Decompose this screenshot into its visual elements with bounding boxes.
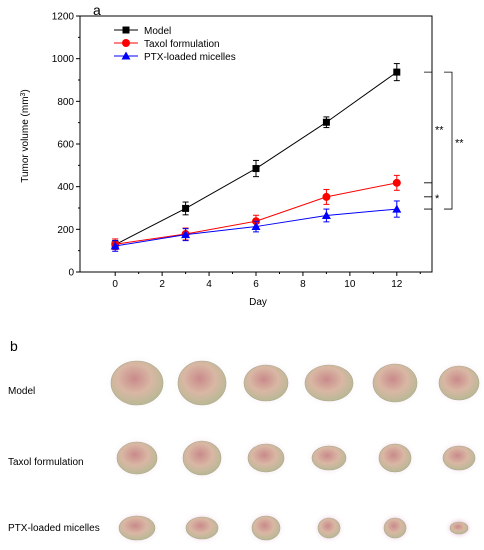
- panel-b-label: b: [10, 338, 18, 354]
- y-tick-label: 200: [57, 225, 74, 236]
- y-tick-label: 800: [57, 97, 74, 108]
- x-tick-label: 8: [300, 279, 306, 290]
- x-tick-label: 4: [206, 279, 212, 290]
- significance-label: **: [455, 138, 464, 150]
- tumor-photo: [383, 517, 407, 539]
- series-model-point: [322, 118, 330, 126]
- series-taxol-formulation-point: [392, 178, 401, 187]
- series-ptx-loaded-micelles-legend-label: PTX-loaded micelles: [144, 52, 236, 63]
- row-label-taxol: Taxol formulation: [8, 457, 84, 468]
- x-tick-label: 2: [159, 279, 165, 290]
- tumor-photo: [317, 517, 341, 539]
- y-tick-label: 600: [57, 140, 74, 151]
- y-axis-label-superscript: 3: [20, 92, 27, 96]
- tumor-photo: [116, 441, 158, 475]
- x-tick-label: 10: [344, 279, 356, 290]
- tumor-photo-panel: [105, 355, 484, 546]
- tumor-photo: [304, 364, 354, 402]
- x-tick-label: 0: [112, 279, 118, 290]
- series-ptx-loaded-micelles-point: [251, 222, 261, 231]
- y-tick-label: 1000: [52, 54, 75, 65]
- significance-label: **: [435, 124, 444, 136]
- series-taxol-formulation-legend-label: Taxol formulation: [144, 39, 220, 50]
- tumor-photo: [438, 365, 480, 401]
- tumor-photo: [118, 515, 156, 541]
- tumor-photo: [182, 440, 222, 476]
- y-tick-label: 400: [57, 182, 74, 193]
- series-ptx-loaded-micelles-point: [110, 241, 120, 250]
- tumor-photo: [177, 360, 227, 406]
- tumor-photo: [251, 515, 281, 541]
- y-tick-label: 0: [68, 268, 74, 279]
- panel-a-label: a: [93, 2, 101, 18]
- series-taxol-formulation-point: [322, 192, 331, 201]
- tumor-photo: [110, 360, 164, 406]
- series-model-legend-marker: [122, 26, 130, 34]
- series-model-point: [393, 68, 401, 76]
- significance-bracket: [424, 71, 433, 184]
- row-label-model: Model: [8, 386, 36, 397]
- row-label-micelles: PTX-loaded micelles: [8, 523, 100, 534]
- series-model-legend-label: Model: [144, 26, 171, 37]
- series-ptx-loaded-micelles-point: [392, 204, 402, 213]
- significance-bracket: [424, 196, 433, 210]
- tumor-photo: [247, 443, 285, 473]
- tumor-photo: [311, 445, 347, 471]
- tumor-volume-chart: Tumor volume (mm3) Day 0 200 400 600 800 1000…: [20, 12, 465, 309]
- x-axis-label: Day: [249, 297, 267, 308]
- y-axis-label-text: Tumor volume (mm: [20, 96, 31, 182]
- tumor-photo: [442, 445, 476, 471]
- significance-label: *: [435, 193, 440, 205]
- y-axis-label-close: ): [20, 89, 31, 92]
- plot-frame: [79, 15, 433, 273]
- series-ptx-loaded-micelles-point: [321, 210, 331, 219]
- series-model-point: [252, 165, 260, 173]
- y-tick-label: 1200: [52, 12, 75, 23]
- tumor-photo: [449, 521, 469, 535]
- series-model-point: [182, 204, 190, 212]
- tumor-photo: [185, 516, 219, 540]
- tumor-photo: [243, 364, 289, 402]
- x-tick-label: 12: [391, 279, 403, 290]
- y-axis-label: Tumor volume (mm3): [20, 89, 32, 183]
- significance-bracket: [444, 71, 453, 210]
- series-taxol-formulation-legend-marker: [122, 39, 130, 47]
- series-ptx-loaded-micelles-legend-marker: [121, 51, 131, 60]
- series-ptx-loaded-micelles-point: [181, 230, 191, 239]
- series-taxol-formulation-line: [115, 182, 397, 245]
- x-tick-label: 6: [253, 279, 259, 290]
- tumor-photo: [372, 363, 418, 403]
- tumor-photo: [378, 443, 412, 473]
